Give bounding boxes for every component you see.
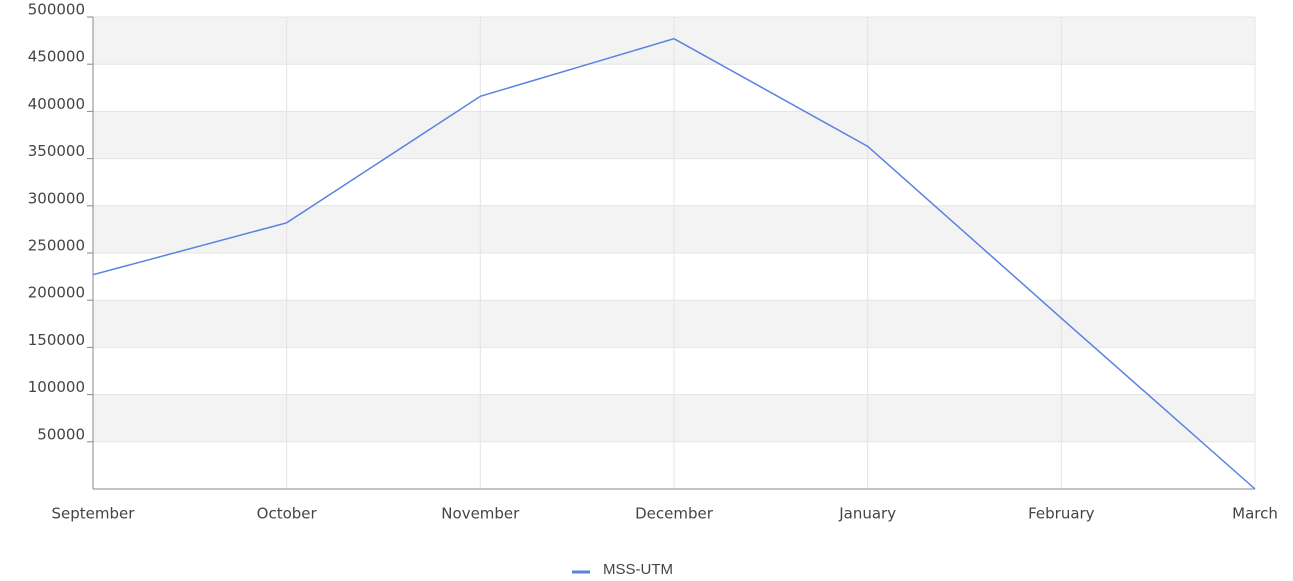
grid [93,16,1256,489]
y-tick-label: 300000 [28,189,85,207]
y-tick-label: 250000 [28,237,85,255]
x-tick-label: November [441,505,520,523]
legend-label: MSS-UTM [603,561,673,578]
y-tick-label: 100000 [28,378,85,396]
x-tick-label: January [838,505,896,523]
y-tick-label: 500000 [28,1,85,19]
y-tick-label: 350000 [28,142,85,160]
y-tick-label: 50000 [37,425,85,443]
x-tick-label: October [257,505,318,523]
x-tick-label: March [1232,505,1278,523]
x-tick-label: December [635,505,714,523]
y-tick-label: 450000 [28,48,85,66]
y-tick-label: 400000 [28,95,85,113]
x-tick-label: February [1028,505,1095,523]
y-tick-label: 200000 [28,284,85,302]
x-tick-label: September [52,505,136,523]
series-line [92,37,1256,490]
y-tick-label: 150000 [28,331,85,349]
